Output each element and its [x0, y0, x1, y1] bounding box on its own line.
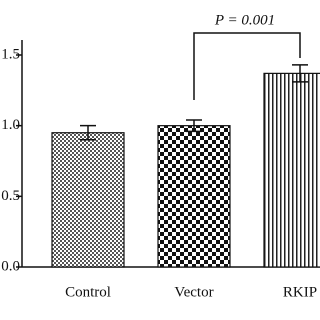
y-tick-label: 1.0 — [1, 117, 20, 133]
bar — [51, 132, 125, 268]
x-tick-label: Vector — [174, 284, 213, 300]
bar — [263, 72, 320, 268]
y-tick-label: 0.0 — [1, 258, 20, 274]
x-tick-label: Control — [65, 284, 111, 300]
x-tick-label: RKIP — [283, 284, 317, 300]
error-bar — [186, 119, 202, 133]
y-tick-label: 1.5 — [1, 46, 20, 62]
significance-bracket — [193, 32, 301, 100]
significance-label: P = 0.001 — [214, 12, 275, 28]
error-bar — [292, 64, 308, 83]
y-tick-label: 0.5 — [1, 188, 20, 204]
bar — [157, 125, 231, 268]
error-bar — [80, 124, 96, 141]
